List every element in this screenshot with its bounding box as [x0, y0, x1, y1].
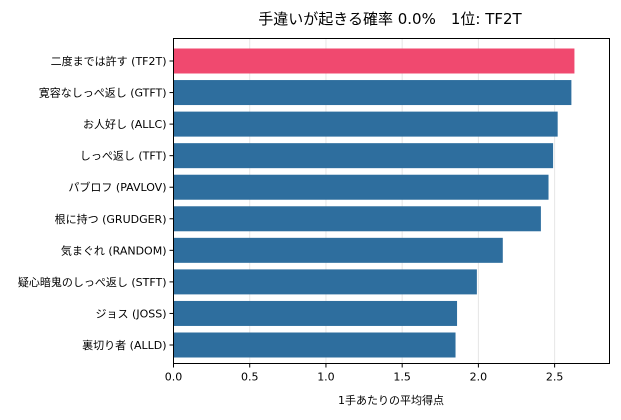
y-axis-ticks: 二度までは許す (TF2T) 寛容なしっぺ返し (GTFT) お人好し (ALLC)…: [18, 54, 174, 352]
x-tick-label: 0.0: [165, 371, 183, 384]
bar: [173, 300, 458, 326]
axes-frame: [173, 38, 610, 364]
x-axis-label: 1手あたりの平均得点: [338, 393, 444, 407]
bar: [173, 332, 456, 358]
bar: [173, 174, 549, 200]
chart-title: 手違いが起きる確率 0.0% 1位: TF2T: [258, 10, 522, 28]
x-tick-label: 2.0: [470, 371, 488, 384]
x-tick-label: 2.5: [546, 371, 564, 384]
y-tick-label: 裏切り者 (ALLD): [82, 338, 166, 352]
bar: [173, 111, 558, 137]
bars: [173, 48, 575, 358]
bar: [173, 48, 575, 74]
x-tick-label: 1.0: [317, 371, 335, 384]
bar: [173, 206, 541, 232]
bar: [173, 143, 554, 169]
y-tick-label: 根に持つ (GRUDGER): [55, 212, 167, 226]
y-tick-label: 寛容なしっぺ返し (GTFT): [39, 86, 167, 100]
bar: [173, 269, 477, 295]
y-tick-label: お人好し (ALLC): [83, 117, 167, 131]
y-tick-label: ジョス (JOSS): [96, 307, 167, 320]
x-axis-ticks: 0.0 0.5 1.0 1.5 2.0 2.5: [165, 363, 564, 384]
y-tick-label: 疑心暗鬼のしっぺ返し (STFT): [18, 275, 167, 289]
y-tick-label: 二度までは許す (TF2T): [51, 54, 167, 68]
y-tick-label: 気まぐれ (RANDOM): [61, 243, 167, 257]
y-tick-label: しっぺ返し (TFT): [80, 150, 167, 163]
x-tick-label: 1.5: [393, 371, 411, 384]
y-tick-label: パブロフ (PAVLOV): [68, 180, 166, 194]
x-tick-label: 0.5: [241, 371, 259, 384]
bar: [173, 237, 503, 263]
bar: [173, 80, 572, 106]
